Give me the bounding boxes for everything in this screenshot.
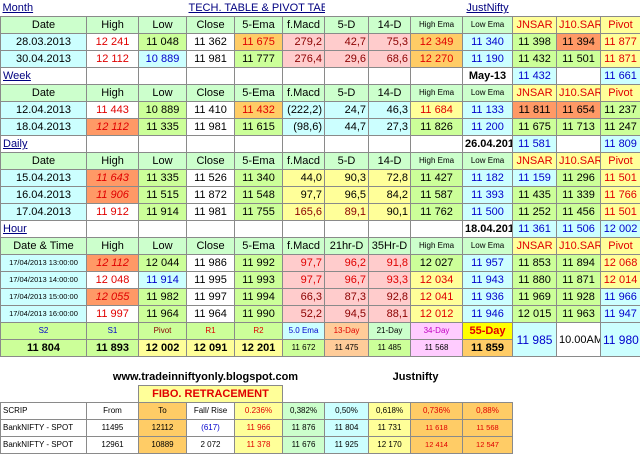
week-header-row: Date High Low Close 5-Ema f.Macd 5-D 14-… (1, 85, 640, 102)
col-header: Close (187, 17, 235, 34)
col-header: Low (139, 17, 187, 34)
daily-header-row: Date High Low Close 5-Ema f.Macd 5-D 14-… (1, 153, 640, 170)
hour-tag: 18.04.2013 (463, 221, 513, 238)
hour-row: 17/04/2013 13:00:00 12 112 12 044 11 986… (1, 255, 640, 272)
col-header: Date (1, 17, 87, 34)
hour-j10sar: 11 506 (557, 221, 601, 238)
brand-label: Justnifty (369, 369, 463, 386)
section-hour-label: Hour (1, 221, 87, 238)
levels-extra-pivot: 11 980 (601, 323, 640, 357)
levels-time: 10.00AM (557, 323, 601, 357)
hour-jnsar: 11 361 (513, 221, 557, 238)
col-header: J10.SAR (557, 17, 601, 34)
levels-extra-value: 11 985 (513, 323, 557, 357)
section-month-label: Month (1, 0, 87, 17)
daily-title-row: Daily 26.04.2013 11 581 11 809 (1, 136, 640, 153)
fibo-title: FIBO. RETRACEMENT (139, 386, 283, 403)
week-title-row: Week May-13 11 432 11 661 (1, 68, 640, 85)
month-title-row: Month TECH. TABLE & PIVOT TABLE JustNift… (1, 0, 640, 17)
hour-row: 17/04/2013 14:00:00 12 048 11 914 11 995… (1, 272, 640, 289)
daily-row: 15.04.2013 11 643 11 335 11 526 11 340 4… (1, 170, 640, 187)
week-row: 18.04.2013 12 112 11 335 11 981 11 615 (… (1, 119, 640, 136)
col-header: High (87, 17, 139, 34)
daily-pivot: 11 809 (601, 136, 640, 153)
hour-row: 17/04/2013 16:00:00 11 997 11 964 11 964… (1, 306, 640, 323)
fibo-title-row: FIBO. RETRACEMENT (1, 386, 640, 403)
col-header: f.Macd (283, 17, 325, 34)
fibo-row: BankNIFTY - SPOT 11495 12112 (617) 11 96… (1, 420, 640, 437)
col-header: 5-D (325, 17, 369, 34)
col-header: High Ema (411, 17, 463, 34)
levels-label-row: S2 S1 Pivot R1 R2 5.0 Ema 13-Day 21-Day … (1, 323, 640, 340)
week-sar: 11 432 (513, 68, 557, 85)
fibo-header-row: SCRIP From To Fall/ Rise 0.236% 0,382% 0… (1, 403, 640, 420)
month-header-row: Date High Low Close 5-Ema f.Macd 5-D 14-… (1, 17, 640, 34)
fibo-row: BankNIFTY - SPOT 12961 10889 2 072 11 37… (1, 437, 640, 454)
month-row: 30.04.2013 12 112 10 889 11 981 11 777 2… (1, 51, 640, 68)
col-header: Pivot (601, 17, 640, 34)
daily-sar: 11 581 (513, 136, 557, 153)
hour-title-row: Hour 18.04.2013 11 361 11 506 12 002 (1, 221, 640, 238)
col-header: Low Ema (463, 17, 513, 34)
col-header: JNSAR (513, 17, 557, 34)
blog-row: www.tradeinniftyonly.blogspot.com Justni… (1, 369, 640, 386)
daily-row: 17.04.2013 11 912 11 914 11 981 11 755 1… (1, 204, 640, 221)
blog-link[interactable]: www.tradeinniftyonly.blogspot.com (87, 369, 325, 386)
justnifty-link[interactable]: JustNifty (463, 0, 513, 17)
col-header: 5-Ema (235, 17, 283, 34)
daily-tag: 26.04.2013 (463, 136, 513, 153)
week-tag: May-13 (463, 68, 513, 85)
table-title: TECH. TABLE & PIVOT TABLE (187, 0, 325, 17)
col-header: 14-D (369, 17, 411, 34)
hour-header-row: Date & Time High Low Close 5-Ema f.Macd … (1, 238, 640, 255)
hour-row: 17/04/2013 15:00:00 12 055 11 982 11 997… (1, 289, 640, 306)
section-daily-label: Daily (1, 136, 87, 153)
week-pivot: 11 661 (601, 68, 640, 85)
section-week-label: Week (1, 68, 87, 85)
month-row: 28.03.2013 12 241 11 048 11 362 11 675 2… (1, 34, 640, 51)
daily-row: 16.04.2013 11 906 11 515 11 872 11 548 9… (1, 187, 640, 204)
hour-pivot: 12 002 (601, 221, 640, 238)
week-row: 12.04.2013 11 443 10 889 11 410 11 432 (… (1, 102, 640, 119)
